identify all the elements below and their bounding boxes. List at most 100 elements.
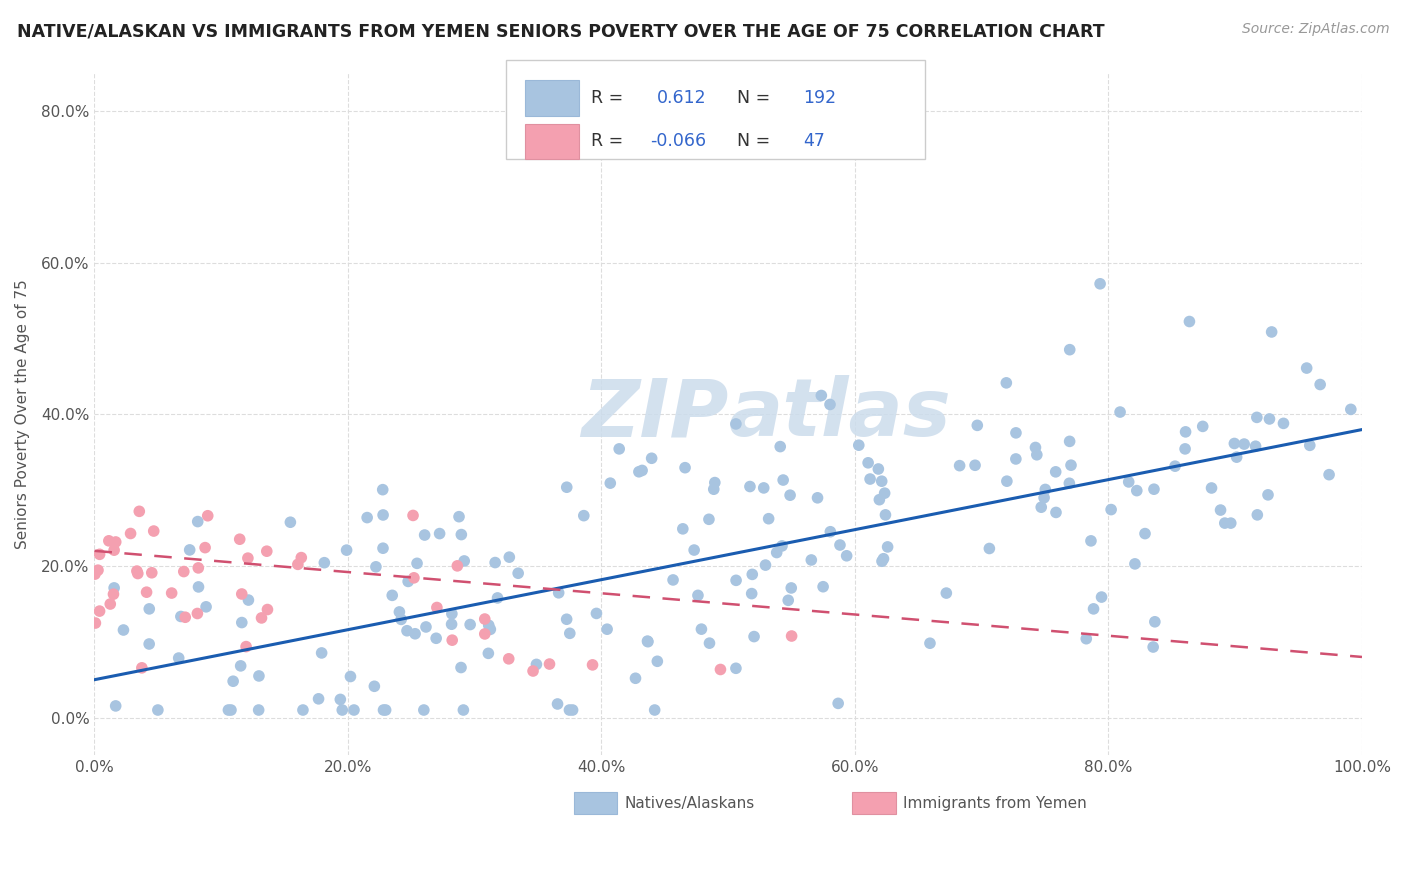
Point	[683, 543, 706, 558]
Point	[87, 563, 110, 577]
Point	[637, 634, 659, 648]
Point	[754, 558, 776, 573]
Point	[963, 458, 986, 473]
Point	[1233, 437, 1256, 451]
Point	[1340, 402, 1362, 417]
Point	[222, 674, 245, 689]
Point	[770, 539, 793, 553]
Point	[820, 524, 842, 539]
Text: 0.612: 0.612	[657, 89, 707, 107]
Point	[1257, 488, 1279, 502]
Point	[547, 697, 569, 711]
Point	[572, 508, 595, 523]
Point	[228, 533, 250, 547]
Point	[1317, 467, 1340, 482]
Point	[104, 535, 127, 549]
Point	[1109, 405, 1132, 419]
Point	[363, 679, 385, 693]
Point	[1076, 632, 1098, 646]
Point	[474, 612, 496, 626]
FancyBboxPatch shape	[852, 792, 896, 814]
Point	[758, 512, 780, 526]
Point	[138, 637, 160, 651]
Point	[859, 472, 882, 486]
Point	[356, 510, 378, 524]
Point	[142, 524, 165, 538]
Point	[1226, 450, 1249, 464]
Point	[1213, 516, 1236, 530]
Point	[402, 508, 425, 523]
Point	[1025, 448, 1047, 462]
Point	[742, 630, 765, 644]
Point	[371, 541, 394, 556]
Point	[1133, 526, 1156, 541]
Point	[741, 567, 763, 582]
Point	[995, 474, 1018, 488]
Point	[447, 509, 470, 524]
Point	[508, 566, 530, 581]
Point	[131, 661, 153, 675]
Point	[173, 565, 195, 579]
Point	[186, 607, 208, 621]
Point	[780, 581, 803, 595]
Y-axis label: Seniors Poverty Over the Age of 75: Seniors Poverty Over the Age of 75	[15, 279, 30, 549]
Point	[389, 612, 412, 626]
Point	[637, 634, 659, 648]
Point	[966, 418, 988, 433]
Point	[995, 376, 1018, 390]
Point	[1178, 314, 1201, 328]
Point	[1045, 505, 1067, 519]
Point	[1118, 475, 1140, 489]
Point	[187, 561, 209, 575]
Point	[138, 602, 160, 616]
Point	[1272, 417, 1295, 431]
Point	[724, 661, 747, 675]
Point	[287, 558, 309, 572]
Point	[446, 558, 468, 573]
Point	[672, 522, 695, 536]
Point	[1299, 438, 1322, 452]
Point	[290, 550, 312, 565]
Point	[336, 543, 359, 558]
Point	[404, 626, 426, 640]
Point	[1005, 425, 1028, 440]
Point	[827, 697, 849, 711]
Point	[308, 691, 330, 706]
Point	[1126, 483, 1149, 498]
Text: Natives/Alaskans: Natives/Alaskans	[624, 796, 755, 811]
Point	[935, 586, 957, 600]
Point	[526, 657, 548, 672]
Point	[103, 543, 125, 558]
Point	[219, 703, 242, 717]
Point	[231, 587, 253, 601]
Point	[627, 465, 650, 479]
FancyBboxPatch shape	[574, 792, 617, 814]
Point	[607, 442, 630, 456]
Point	[194, 541, 217, 555]
Point	[690, 622, 713, 636]
Point	[1031, 500, 1053, 515]
Point	[686, 588, 709, 602]
Point	[235, 640, 257, 654]
Point	[104, 698, 127, 713]
Point	[426, 600, 449, 615]
Point	[343, 703, 366, 717]
Point	[415, 620, 437, 634]
Point	[1174, 425, 1197, 439]
Point	[187, 580, 209, 594]
Point	[800, 553, 823, 567]
Point	[949, 458, 972, 473]
Point	[146, 703, 169, 717]
Point	[450, 660, 472, 674]
Point	[599, 476, 621, 491]
Point	[752, 481, 775, 495]
Point	[1223, 436, 1246, 450]
Text: Immigrants from Yemen: Immigrants from Yemen	[903, 796, 1087, 811]
Point	[699, 636, 721, 650]
Point	[561, 703, 583, 717]
Text: ZIP: ZIP	[581, 376, 728, 453]
Point	[738, 479, 761, 493]
Point	[547, 586, 569, 600]
Point	[238, 593, 260, 607]
Point	[364, 559, 387, 574]
